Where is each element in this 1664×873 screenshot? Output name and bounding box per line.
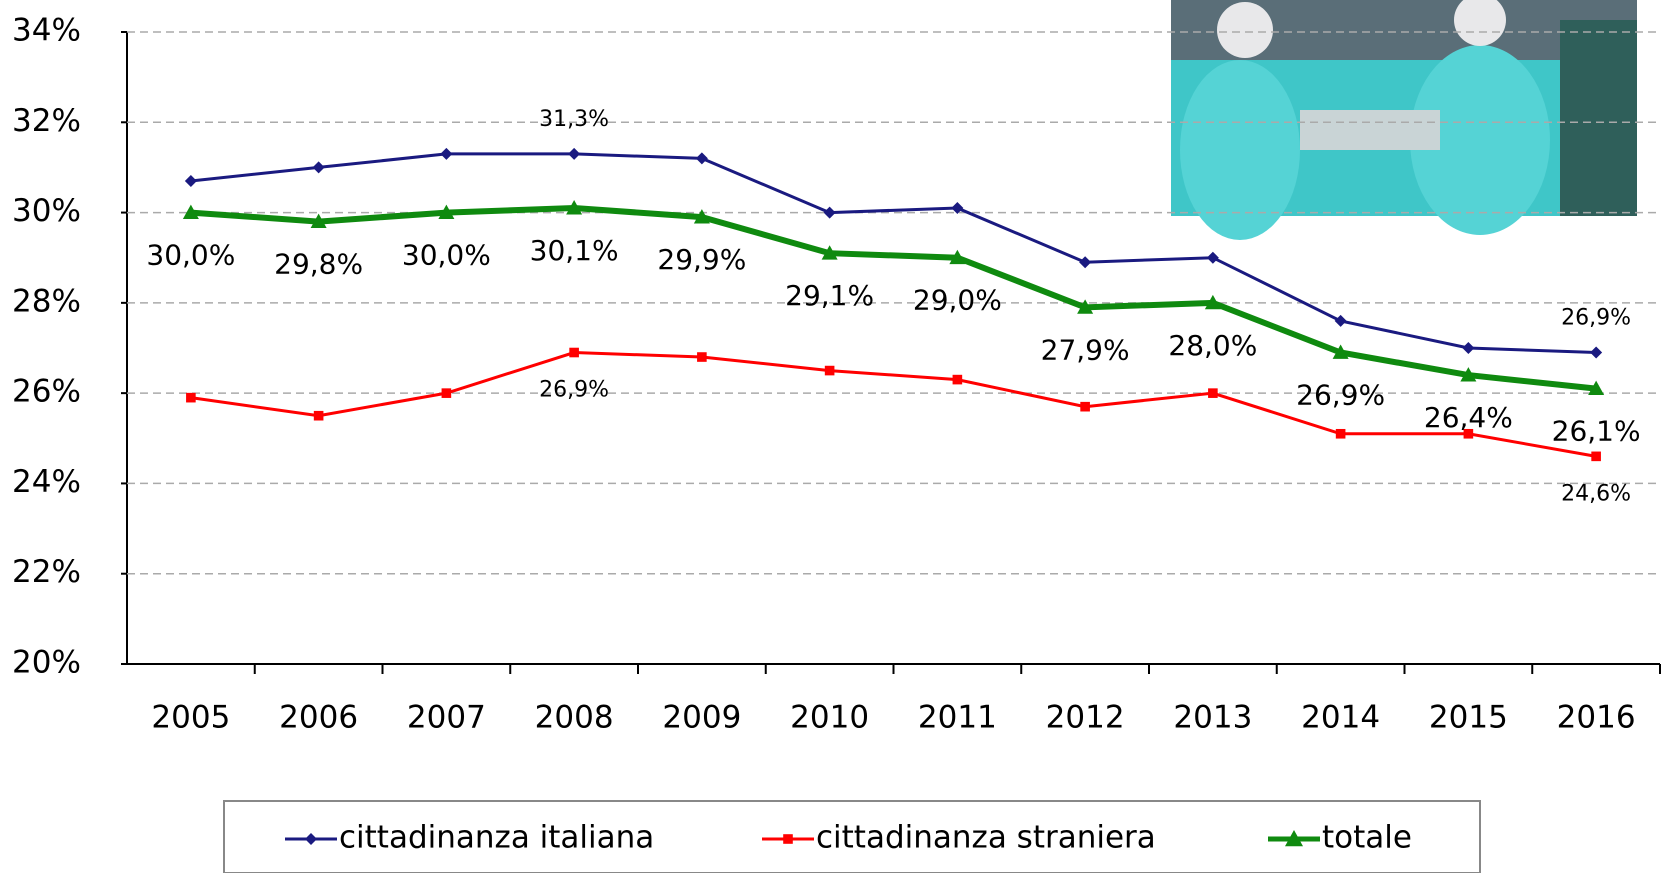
photo (1171, 0, 1637, 240)
data-label: 26,9% (1296, 379, 1385, 412)
point (185, 175, 197, 187)
point (1207, 252, 1219, 264)
y-tick-label: 26% (12, 374, 81, 410)
point (1591, 452, 1601, 462)
point (697, 352, 707, 362)
data-label: 30,0% (146, 239, 235, 272)
point (186, 393, 196, 403)
point (1462, 342, 1474, 354)
data-label: 26,9% (1561, 306, 1631, 331)
data-label: 26,1% (1552, 415, 1641, 448)
y-tick-label: 20% (12, 645, 81, 681)
point (1079, 256, 1091, 268)
point (1080, 402, 1090, 412)
point (442, 388, 452, 398)
point (314, 411, 324, 421)
x-tick-label: 2008 (535, 700, 614, 736)
data-label: 30,0% (402, 239, 491, 272)
point (1336, 429, 1346, 439)
data-label: 30,1% (530, 234, 619, 267)
point (825, 366, 835, 376)
data-label: 27,9% (1041, 333, 1130, 366)
series-line (191, 208, 1596, 389)
data-label: 29,1% (785, 279, 874, 312)
series-line (191, 353, 1596, 457)
chart: 20% 22% 24% 26% 28% 30% 32% 34% 2005 2006 2007 2008… (0, 0, 1664, 873)
y-tick-label: 34% (12, 13, 81, 49)
y-tick-label: 28% (12, 283, 81, 319)
data-label: 26,9% (539, 378, 609, 403)
legend-label: cittadinanza italiana (339, 820, 654, 856)
point (953, 375, 963, 385)
data-label: 24,6% (1561, 481, 1631, 506)
legend-label: totale (1322, 820, 1412, 856)
x-tick-label: 2005 (151, 700, 230, 736)
data-label: 29,8% (274, 248, 363, 281)
data-label: 31,3% (539, 107, 609, 132)
x-tick-label: 2009 (662, 700, 741, 736)
x-tick-label: 2015 (1429, 700, 1508, 736)
data-label: 29,9% (657, 243, 746, 276)
data-label: 29,0% (913, 284, 1002, 317)
point (313, 161, 325, 173)
x-tick-label: 2013 (1173, 700, 1252, 736)
x-tick-label: 2016 (1557, 700, 1636, 736)
point (1208, 388, 1218, 398)
legend-label: cittadinanza straniera (816, 820, 1156, 856)
x-tick-label: 2007 (407, 700, 486, 736)
point (569, 348, 579, 358)
y-tick-label: 30% (12, 193, 81, 229)
legend-marker (783, 834, 793, 844)
data-label: 26,4% (1424, 401, 1513, 434)
y-tick-label: 22% (12, 554, 81, 590)
point (568, 148, 580, 160)
y-tick-label: 24% (12, 464, 81, 500)
point (696, 152, 708, 164)
x-tick-label: 2006 (279, 700, 358, 736)
x-tick-label: 2014 (1301, 700, 1380, 736)
data-label: 28,0% (1168, 329, 1257, 362)
x-tick-label: 2010 (790, 700, 869, 736)
x-tick-label: 2011 (918, 700, 997, 736)
point (1590, 347, 1602, 359)
x-tick-label: 2012 (1046, 700, 1125, 736)
point (824, 207, 836, 219)
point (1335, 315, 1347, 327)
y-tick-label: 32% (12, 103, 81, 139)
point (440, 148, 452, 160)
